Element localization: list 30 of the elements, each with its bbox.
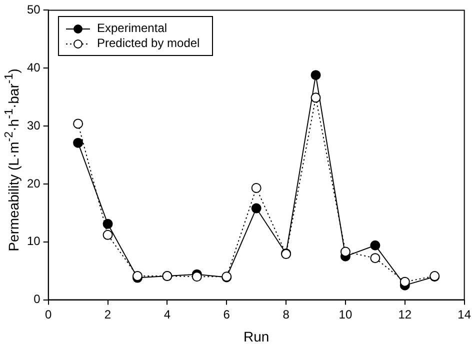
x-tick-label: 6 (223, 307, 230, 322)
legend-label: Predicted by model (97, 36, 200, 51)
y-tick-label: 40 (26, 60, 41, 74)
x-tick-label: 8 (282, 307, 290, 322)
point (310, 70, 321, 80)
point (251, 183, 262, 194)
x-axis-title: Run (243, 328, 270, 344)
y-tick-label: 30 (26, 118, 41, 132)
point (73, 118, 84, 129)
point (251, 203, 262, 214)
legend-label: Experimental (97, 21, 168, 36)
x-tick-label: 10 (338, 307, 352, 322)
point (73, 138, 84, 148)
point (102, 218, 113, 229)
point (102, 230, 113, 240)
point (340, 246, 350, 257)
y-tick-label: 0 (34, 292, 41, 306)
point (370, 240, 380, 250)
point (310, 92, 321, 103)
point (400, 276, 410, 287)
point (370, 253, 380, 264)
y-tick-label: 20 (26, 176, 41, 190)
y-tick-label: 50 (26, 2, 41, 17)
x-tick-label: 4 (164, 307, 171, 322)
y-tick-label: 10 (26, 234, 41, 248)
x-tick-label: 0 (45, 307, 52, 322)
x-tick-label: 2 (104, 307, 112, 322)
x-tick-label: 14 (458, 307, 472, 322)
point (192, 272, 202, 282)
x-tick-label: 12 (398, 307, 412, 322)
